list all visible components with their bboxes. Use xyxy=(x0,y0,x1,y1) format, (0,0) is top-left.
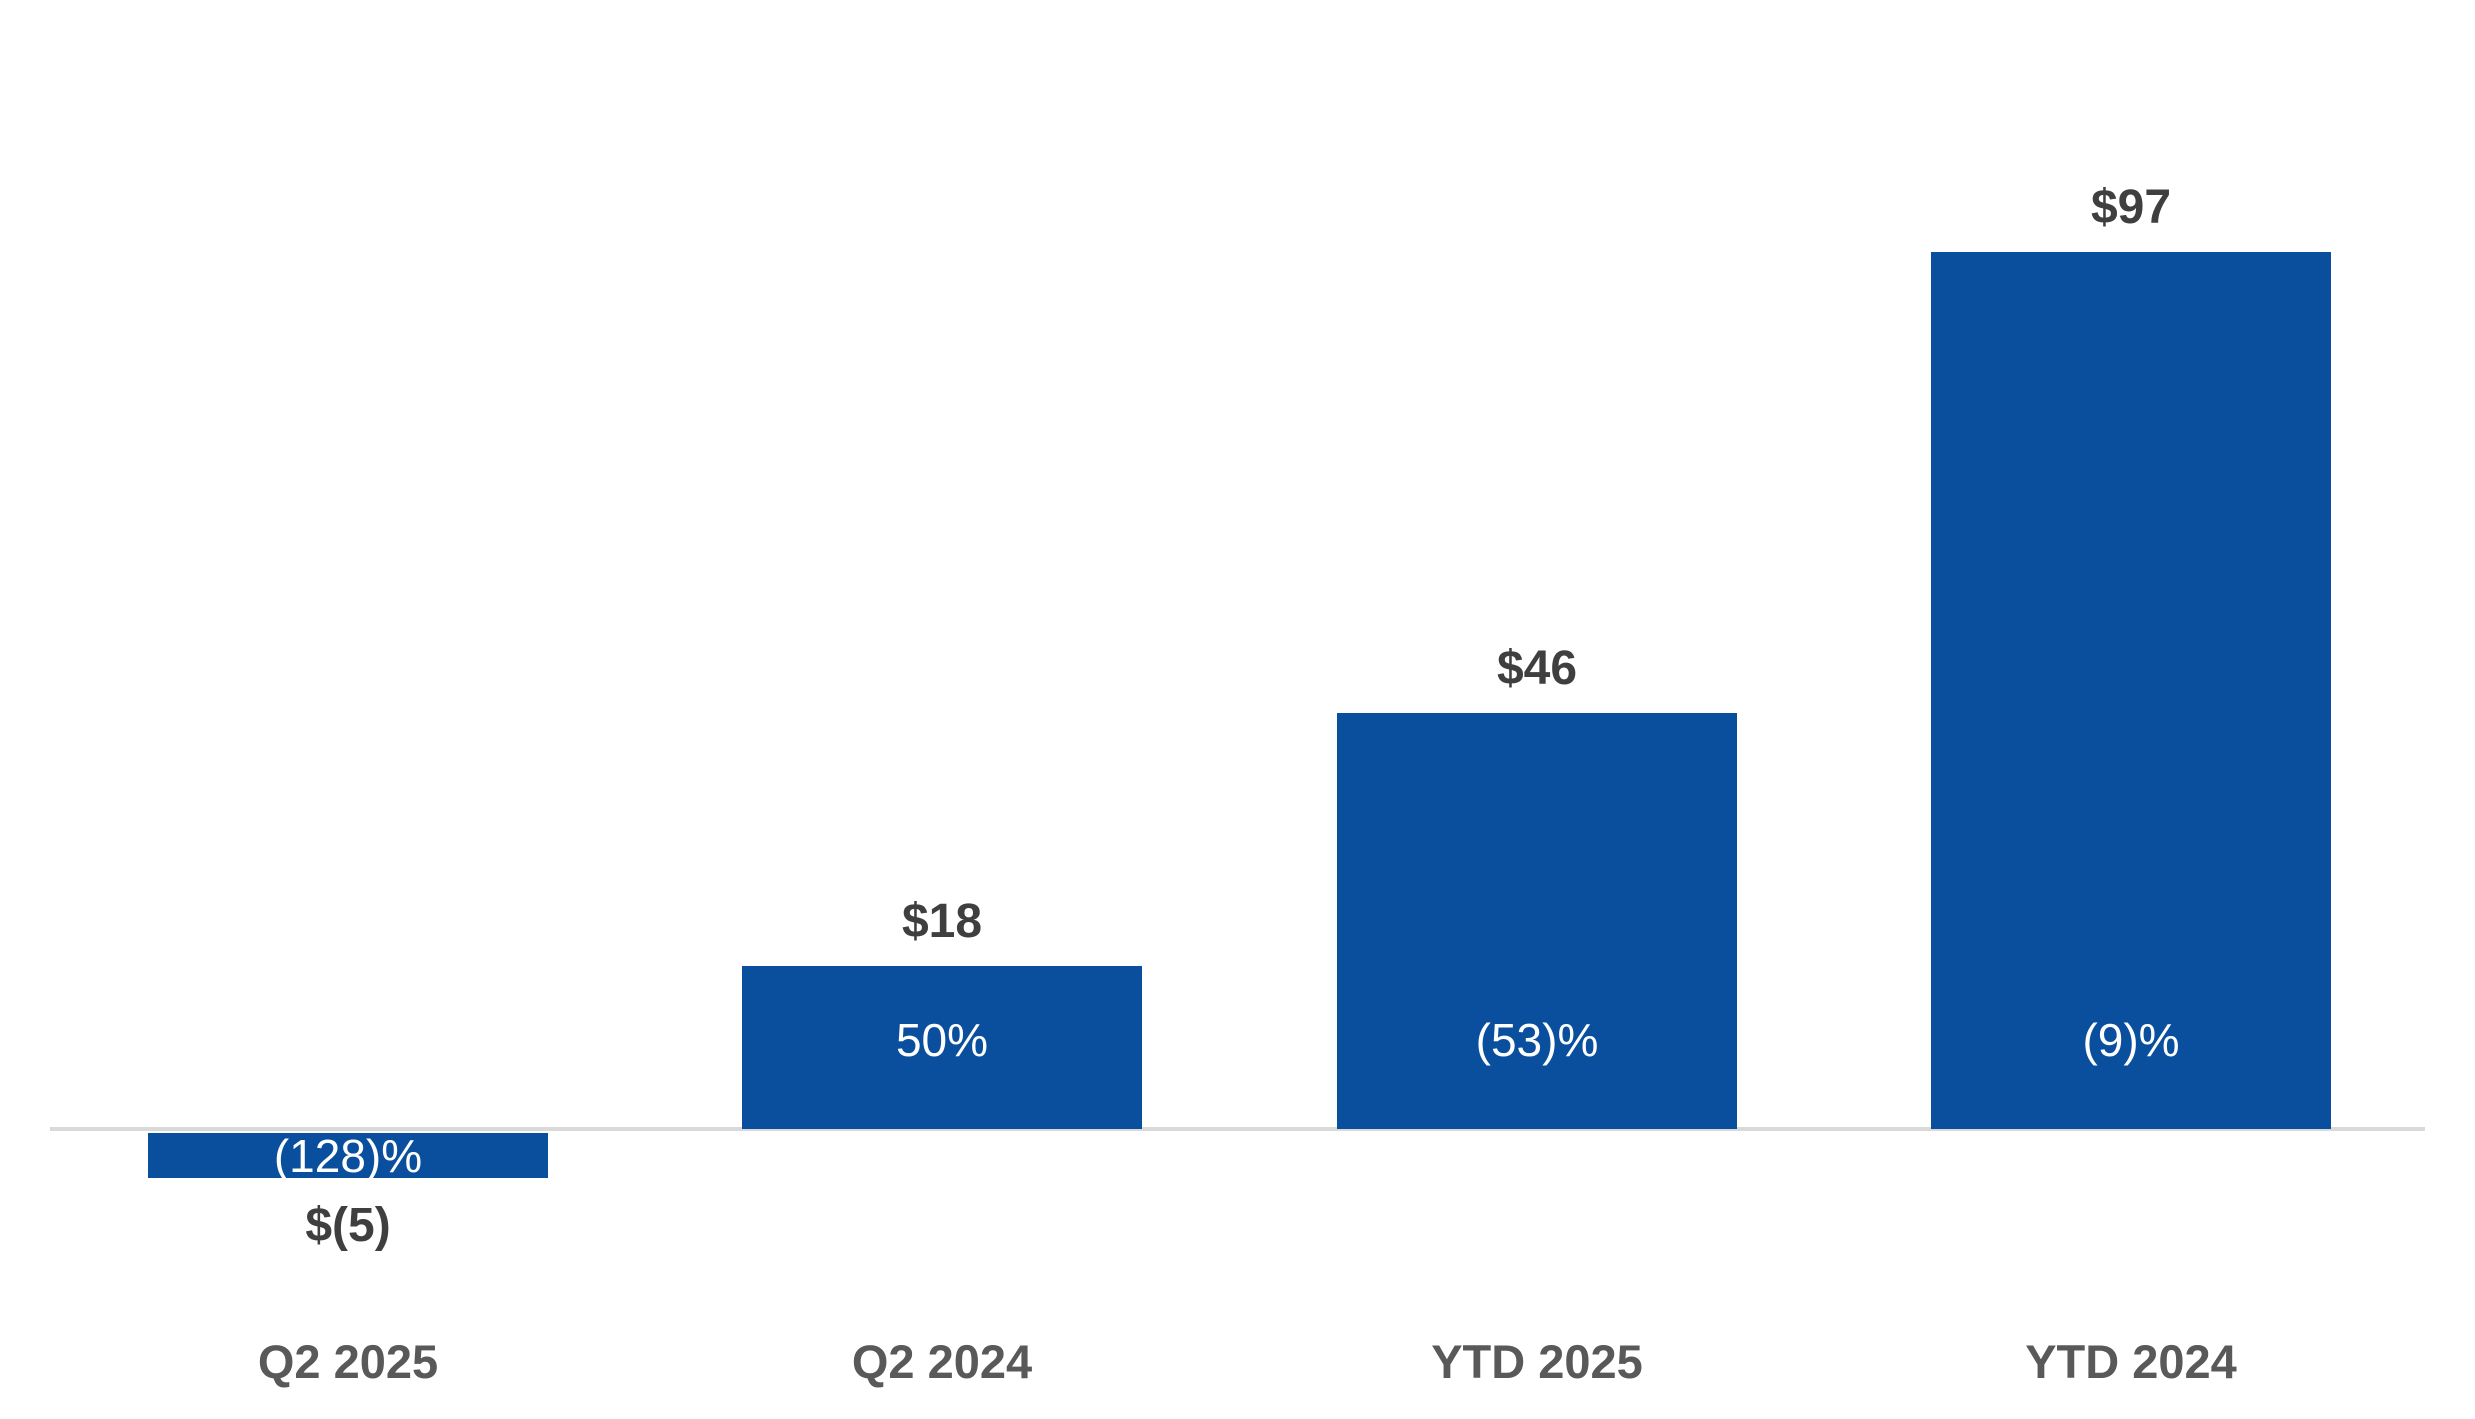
value-label: $18 xyxy=(901,895,983,949)
bar-ytd-2024 xyxy=(1931,252,2331,1129)
x-axis-baseline xyxy=(50,1127,2425,1131)
pct-label: 50% xyxy=(895,1014,989,1066)
bar-ytd-2025 xyxy=(1337,713,1737,1129)
value-label: $(5) xyxy=(305,1199,391,1253)
bar-q2-2024 xyxy=(742,966,1142,1129)
category-label-ytd-2024: YTD 2024 xyxy=(2025,1335,2237,1388)
pct-label: (9)% xyxy=(2082,1014,2180,1066)
bar-q2-2025 xyxy=(148,1133,548,1179)
value-label: $97 xyxy=(2090,181,2172,235)
category-label-q2-2024: Q2 2024 xyxy=(851,1335,1033,1388)
value-label: $46 xyxy=(1496,642,1578,696)
pct-label: (53)% xyxy=(1475,1014,1599,1066)
category-label-ytd-2025: YTD 2025 xyxy=(1431,1335,1643,1388)
pct-label: (128)% xyxy=(273,1129,423,1182)
category-label-q2-2025: Q2 2025 xyxy=(257,1335,439,1388)
